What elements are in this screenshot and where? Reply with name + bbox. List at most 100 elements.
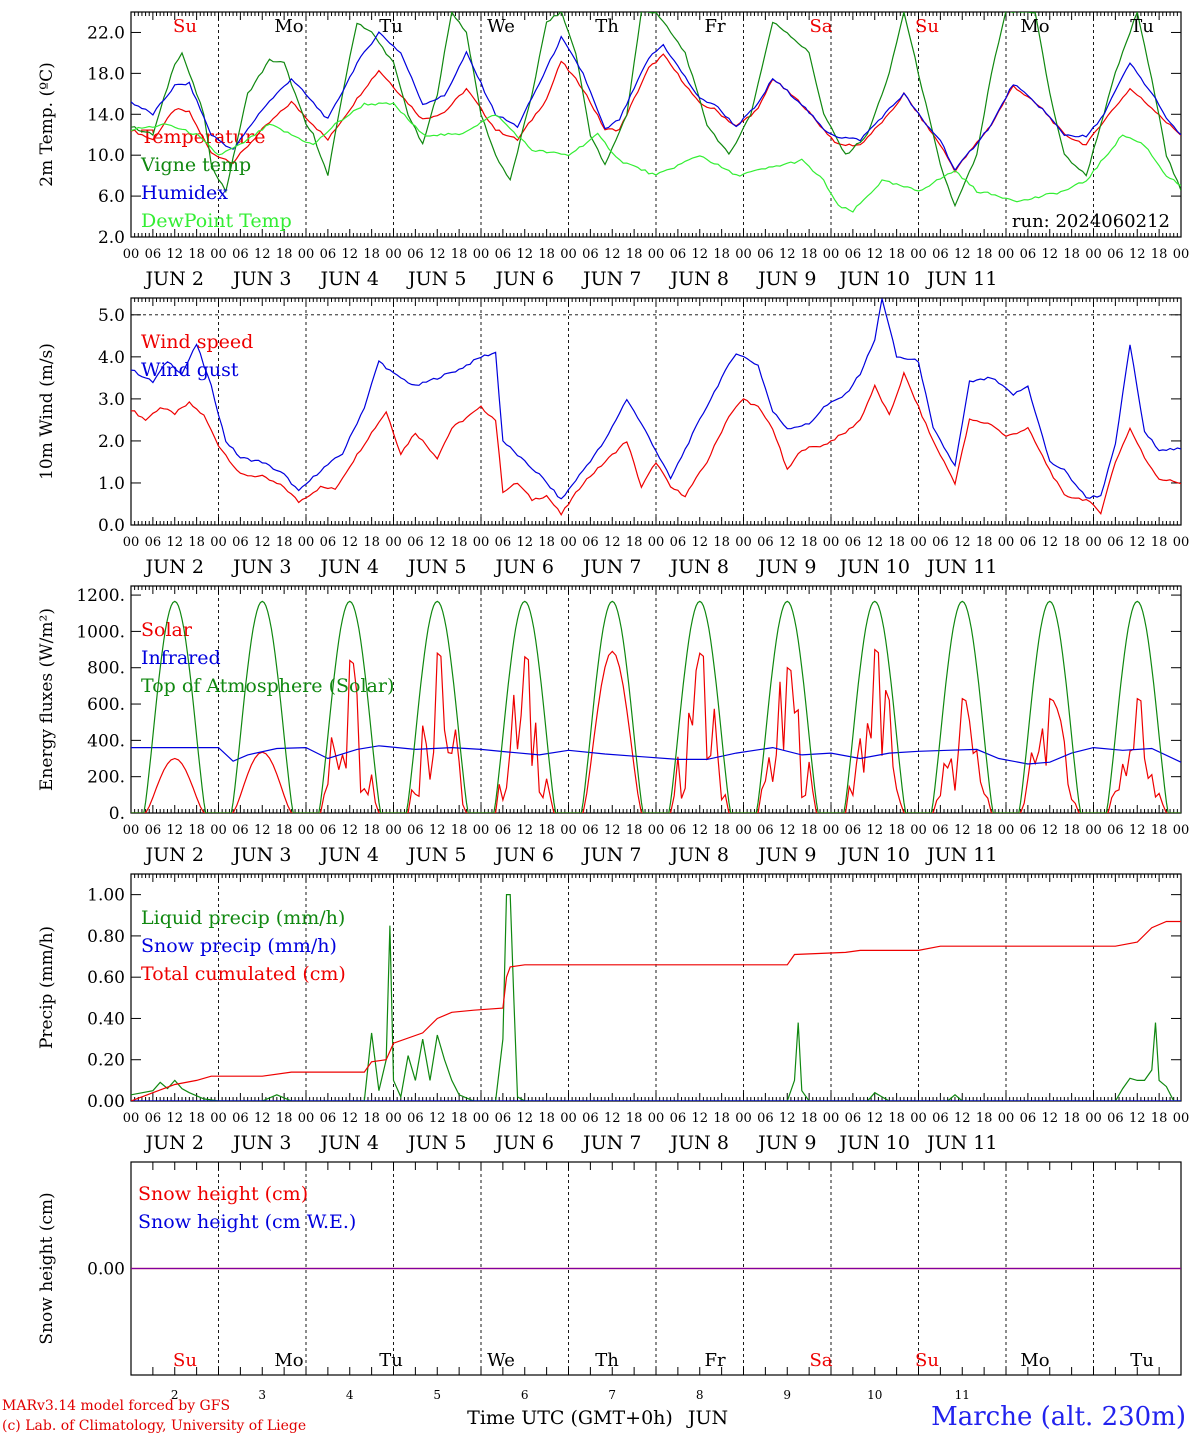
y-tick-label: 5.0 (98, 306, 125, 326)
hour-tick-label: 12 (954, 247, 971, 262)
hour-tick-label: 18 (888, 1111, 905, 1126)
hour-tick-label: 06 (582, 1111, 599, 1126)
date-label: JUN 4 (319, 844, 379, 866)
hour-tick-label: 00 (473, 247, 490, 262)
hour-tick-label: 00 (910, 247, 927, 262)
date-label: JUN 8 (669, 556, 729, 578)
hour-tick-label: 18 (451, 247, 468, 262)
hour-tick-label: 18 (188, 1111, 205, 1126)
date-label: JUN 7 (581, 556, 641, 578)
hour-tick-label: 00 (560, 823, 577, 838)
date-label: JUN 5 (406, 844, 466, 866)
x-axis-month: JUN (686, 1407, 728, 1429)
hour-tick-label: 18 (976, 823, 993, 838)
hour-tick-label: 06 (145, 247, 162, 262)
hour-tick-label: 18 (276, 247, 293, 262)
hour-tick-label: 06 (1107, 1111, 1124, 1126)
hour-tick-label: 18 (713, 535, 730, 550)
weekday-label: Su (915, 16, 939, 37)
hour-tick-label: 18 (1151, 535, 1168, 550)
hour-tick-label: 18 (1063, 247, 1080, 262)
date-label: JUN 4 (319, 268, 379, 290)
hour-tick-label: 12 (691, 1111, 708, 1126)
panel-5: 0.00 Snow height (cm) Snow height (cm) Snow… (37, 1161, 1182, 1402)
hour-tick-label: 06 (495, 823, 512, 838)
weekday-label: Su (915, 1350, 939, 1371)
hour-tick-label: 12 (254, 535, 271, 550)
hour-tick-label: 06 (932, 247, 949, 262)
panel-1: 2.0 6.0 10.0 14.0 18.0 22.0 2m Temp. (ºC) Tempe… (37, 11, 1189, 290)
hour-tick-label: 18 (626, 535, 643, 550)
hour-tick-label: 06 (670, 1111, 687, 1126)
hour-tick-label: 06 (670, 247, 687, 262)
day-number-label: 6 (521, 1388, 529, 1402)
hour-tick-label: 00 (560, 247, 577, 262)
hour-tick-label: 18 (1151, 247, 1168, 262)
hour-tick-label: 12 (1041, 535, 1058, 550)
hour-tick-label: 06 (582, 535, 599, 550)
hour-tick-label: 12 (166, 1111, 183, 1126)
hour-tick-label: 18 (801, 535, 818, 550)
hour-tick-label: 18 (976, 247, 993, 262)
panel-2: 0.0 1.0 2.0 3.0 4.0 5.0 10m Wind (m/s) Wind spe… (37, 297, 1189, 578)
day-number-label: 7 (608, 1388, 616, 1402)
hour-tick-label: 12 (779, 1111, 796, 1126)
hour-tick-label: 18 (801, 247, 818, 262)
date-label: JUN 11 (925, 844, 997, 866)
y-tick-label: 200. (87, 768, 125, 788)
hour-tick-label: 06 (757, 823, 774, 838)
hour-tick-label: 18 (188, 247, 205, 262)
weekday-label: Sa (809, 1350, 832, 1371)
date-label: JUN 2 (144, 556, 204, 578)
hour-tick-label: 00 (910, 1111, 927, 1126)
hour-tick-label: 18 (276, 823, 293, 838)
date-label: JUN 2 (144, 844, 204, 866)
hour-tick-label: 12 (429, 535, 446, 550)
hour-tick-label: 06 (320, 247, 337, 262)
hour-tick-label: 06 (232, 247, 249, 262)
hour-tick-label: 12 (604, 247, 621, 262)
y-tick-label: 2.0 (98, 228, 125, 248)
y-axis-label: 2m Temp. (ºC) (37, 62, 57, 187)
hour-tick-label: 00 (473, 535, 490, 550)
hour-tick-label: 12 (516, 247, 533, 262)
hour-tick-label: 12 (691, 823, 708, 838)
series-dewpoint-temp (131, 102, 1181, 213)
hour-tick-label: 06 (845, 247, 862, 262)
day-number-label: 10 (867, 1388, 882, 1402)
hour-tick-label: 18 (538, 823, 555, 838)
hour-tick-label: 06 (320, 1111, 337, 1126)
hour-tick-label: 00 (473, 823, 490, 838)
weekday-label: Mo (274, 1350, 303, 1371)
date-label: JUN 7 (581, 1132, 641, 1154)
hour-tick-label: 18 (888, 535, 905, 550)
legend-temperature: Temperature (141, 126, 265, 148)
hour-tick-label: 18 (363, 247, 380, 262)
hour-tick-label: 12 (1041, 247, 1058, 262)
hour-tick-label: 12 (1129, 535, 1146, 550)
date-label: JUN 3 (231, 556, 291, 578)
hour-tick-label: 06 (1107, 247, 1124, 262)
hour-tick-label: 18 (1063, 1111, 1080, 1126)
hour-tick-label: 12 (341, 247, 358, 262)
hour-tick-label: 18 (626, 823, 643, 838)
date-label: JUN 10 (838, 268, 910, 290)
date-label: JUN 9 (756, 844, 816, 866)
y-tick-label: 0.60 (87, 968, 125, 988)
hour-tick-label: 18 (801, 1111, 818, 1126)
hour-tick-label: 06 (495, 535, 512, 550)
y-axis-label: 10m Wind (m/s) (37, 343, 57, 480)
hour-tick-label: 18 (713, 823, 730, 838)
date-label: JUN 10 (838, 844, 910, 866)
date-label: JUN 6 (494, 268, 554, 290)
date-label: JUN 3 (231, 1132, 291, 1154)
y-axis-label: Energy fluxes (W/m²) (37, 608, 57, 791)
hour-tick-label: 06 (407, 823, 424, 838)
hour-tick-label: 00 (385, 823, 402, 838)
date-label: JUN 4 (319, 1132, 379, 1154)
legend-infrared: Infrared (141, 647, 221, 669)
hour-tick-label: 00 (1085, 535, 1102, 550)
hour-tick-label: 06 (670, 823, 687, 838)
y-axis-label: Precip (mm/h) (37, 926, 57, 1049)
